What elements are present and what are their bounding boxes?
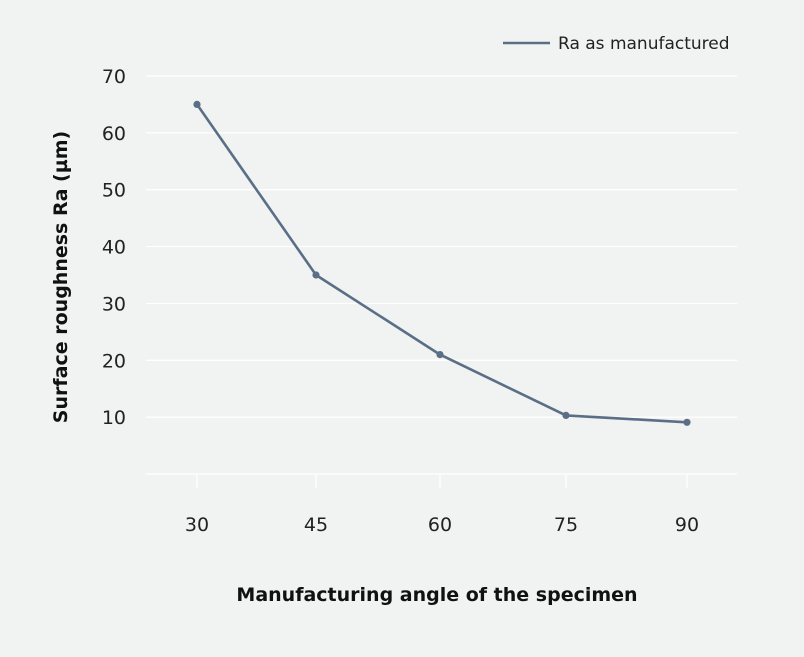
x-axis: 30 45 60 75 90 [185, 474, 699, 536]
data-point [683, 418, 691, 426]
y-tick-label: 20 [102, 350, 126, 372]
y-tick-label: 50 [102, 180, 126, 202]
y-tick-label: 30 [102, 293, 126, 315]
y-tick-label: 60 [102, 123, 126, 145]
legend: Ra as manufactured [503, 34, 730, 54]
x-tick-label: 90 [675, 514, 699, 536]
x-tick-label: 30 [185, 514, 209, 536]
data-point [312, 271, 320, 279]
y-tick-label: 70 [102, 66, 126, 88]
y-axis: 10 20 30 40 50 60 70 [102, 66, 126, 429]
x-tick-label: 75 [554, 514, 578, 536]
series-layer [193, 100, 691, 426]
x-axis-title: Manufacturing angle of the specimen [236, 584, 637, 606]
data-point [562, 411, 570, 419]
x-tick-label: 45 [304, 514, 328, 536]
grid-lines [146, 75, 737, 475]
data-point [193, 100, 201, 108]
legend-label: Ra as manufactured [558, 34, 730, 54]
y-axis-title: Surface roughness Ra (µm) [50, 131, 72, 423]
x-tick-label: 60 [428, 514, 452, 536]
y-tick-label: 10 [102, 407, 126, 429]
data-point [436, 351, 444, 359]
series-line [195, 103, 688, 424]
y-tick-label: 40 [102, 237, 126, 259]
